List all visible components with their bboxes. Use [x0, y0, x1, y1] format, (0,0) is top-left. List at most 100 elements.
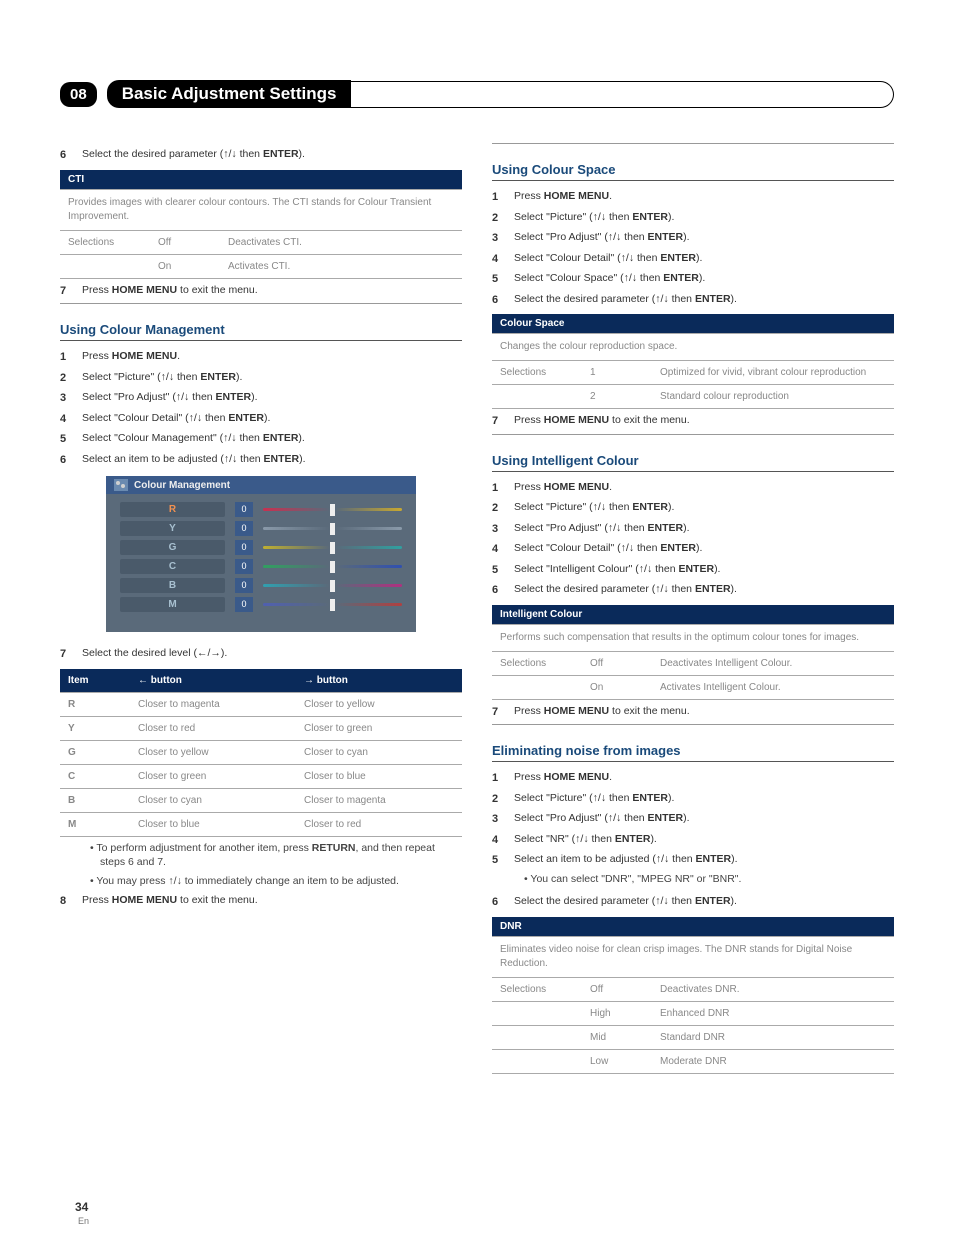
slider-value: 0: [235, 502, 253, 517]
slider-row-M: M 0: [106, 595, 416, 614]
text: to exit the menu.: [177, 284, 258, 296]
cell-option: Off: [582, 977, 652, 1001]
intelligent-colour-table: Intelligent Colour Performs such compens…: [492, 605, 894, 700]
table-row: 2 Standard colour reproduction: [492, 385, 894, 409]
arrow-right-icon: →: [304, 675, 314, 686]
step-number: 7: [492, 704, 514, 721]
step: 2 Select "Picture" (↑/↓ then ENTER).: [60, 370, 462, 387]
step-body: Select "Pro Adjust" (↑/↓ then ENTER).: [514, 521, 894, 538]
rule: [60, 303, 462, 304]
step: 4 Select "NR" (↑/↓ then ENTER).: [492, 832, 894, 849]
step: 3 Select "Pro Adjust" (↑/↓ then ENTER).: [492, 230, 894, 247]
cell-label: Selections: [492, 651, 582, 675]
step-body: Select an item to be adjusted (↑/↓ then …: [514, 852, 894, 890]
step: 4 Select "Colour Detail" (↑/↓ then ENTER…: [492, 251, 894, 268]
text: Press: [82, 284, 112, 296]
cell-label: [492, 1001, 582, 1025]
step-body: Select the desired parameter (↑/↓ then E…: [514, 894, 894, 911]
step-number: 6: [60, 147, 82, 164]
table-row: Selections Off Deactivates Intelligent C…: [492, 651, 894, 675]
arrow-up-icon: ↑: [223, 148, 228, 160]
slider-track[interactable]: [263, 580, 402, 592]
slider-label: R: [120, 502, 225, 517]
step-number: 4: [492, 251, 514, 268]
step: 3 Select "Pro Adjust" (↑/↓ then ENTER).: [492, 811, 894, 828]
table-row: Y Closer to red Closer to green: [60, 716, 462, 740]
cell-option: Mid: [582, 1025, 652, 1049]
chapter-header: 08 Basic Adjustment Settings: [60, 80, 894, 108]
cti-table: CTI Provides images with clearer colour …: [60, 170, 462, 279]
slider-row-Y: Y 0: [106, 519, 416, 538]
step-6: 6 Select the desired parameter (↑/↓ then…: [60, 147, 462, 164]
table-row: Selections Off Deactivates DNR.: [492, 977, 894, 1001]
cell-detail: Moderate DNR: [652, 1049, 894, 1073]
step-number: 5: [60, 431, 82, 448]
cell-right: Closer to red: [296, 812, 462, 836]
rule: [492, 724, 894, 725]
arrow-left-icon: ←: [197, 647, 208, 659]
slider-value: 0: [235, 559, 253, 574]
slider-value: 0: [235, 540, 253, 555]
cell-option: On: [582, 675, 652, 699]
cell-right: Closer to green: [296, 716, 462, 740]
step: 2 Select "Picture" (↑/↓ then ENTER).: [492, 500, 894, 517]
step-body: Select "Colour Detail" (↑/↓ then ENTER).: [82, 411, 462, 428]
slider-track[interactable]: [263, 599, 402, 611]
slider-row-C: C 0: [106, 557, 416, 576]
cell-label: [492, 675, 582, 699]
text: then: [237, 148, 263, 160]
panel-title: Colour Management: [134, 480, 230, 491]
table-header: DNR: [492, 917, 894, 937]
step-body: Select "NR" (↑/↓ then ENTER).: [514, 832, 894, 849]
step-number: 6: [492, 292, 514, 309]
slider-value: 0: [235, 578, 253, 593]
step: 1 Press HOME MENU.: [60, 349, 462, 366]
step-number: 1: [492, 189, 514, 206]
step-number: 6: [60, 452, 82, 469]
slider-row-R: R 0: [106, 500, 416, 519]
step-body: Select "Colour Space" (↑/↓ then ENTER).: [514, 271, 894, 288]
cell-option: On: [150, 254, 220, 278]
chapter-rule: [349, 81, 894, 108]
chapter-title: Basic Adjustment Settings: [107, 80, 352, 108]
heading-noise-reduction: Eliminating noise from images: [492, 743, 894, 762]
cell-left: Closer to yellow: [130, 740, 296, 764]
step-body: Press HOME MENU.: [514, 770, 894, 787]
step: 5 Select "Colour Management" (↑/↓ then E…: [60, 431, 462, 448]
step-number: 6: [492, 582, 514, 599]
step-body: Select "Picture" (↑/↓ then ENTER).: [514, 791, 894, 808]
step: 3 Select "Pro Adjust" (↑/↓ then ENTER).: [492, 521, 894, 538]
step-body: Press HOME MENU to exit the menu.: [514, 704, 894, 721]
table-row: On Activates Intelligent Colour.: [492, 675, 894, 699]
step: 6 Select the desired parameter (↑/↓ then…: [492, 582, 894, 599]
table-row: C Closer to green Closer to blue: [60, 764, 462, 788]
slider-track[interactable]: [263, 504, 402, 516]
step-body: Select the desired parameter (↑/↓ then E…: [82, 147, 462, 164]
cell-item: C: [60, 764, 130, 788]
left-column: 6 Select the desired parameter (↑/↓ then…: [60, 143, 462, 1078]
cell-left: Closer to blue: [130, 812, 296, 836]
key-home-menu: HOME MENU: [112, 284, 177, 296]
step-8: 8 Press HOME MENU to exit the menu.: [60, 893, 462, 910]
heading-colour-space: Using Colour Space: [492, 162, 894, 181]
slider-label: C: [120, 559, 225, 574]
key-home-menu: HOME MENU: [544, 414, 609, 426]
slider-track[interactable]: [263, 561, 402, 573]
step-body: Press HOME MENU.: [514, 189, 894, 206]
step-body: Select "Colour Management" (↑/↓ then ENT…: [82, 431, 462, 448]
slider-track[interactable]: [263, 542, 402, 554]
cell-option: 1: [582, 361, 652, 385]
table-row: G Closer to yellow Closer to cyan: [60, 740, 462, 764]
table-row: R Closer to magenta Closer to yellow: [60, 692, 462, 716]
slider-track[interactable]: [263, 523, 402, 535]
col-left: ← button: [130, 669, 296, 693]
cell-label: [492, 385, 582, 409]
step-number: 5: [492, 852, 514, 890]
cell-detail: Activates CTI.: [220, 254, 462, 278]
slider-label: M: [120, 597, 225, 612]
step-number: 1: [60, 349, 82, 366]
table-header: Intelligent Colour: [492, 605, 894, 625]
dnr-table: DNR Eliminates video noise for clean cri…: [492, 917, 894, 1074]
step-number: 1: [492, 480, 514, 497]
table-desc: Changes the colour reproduction space.: [492, 334, 894, 361]
